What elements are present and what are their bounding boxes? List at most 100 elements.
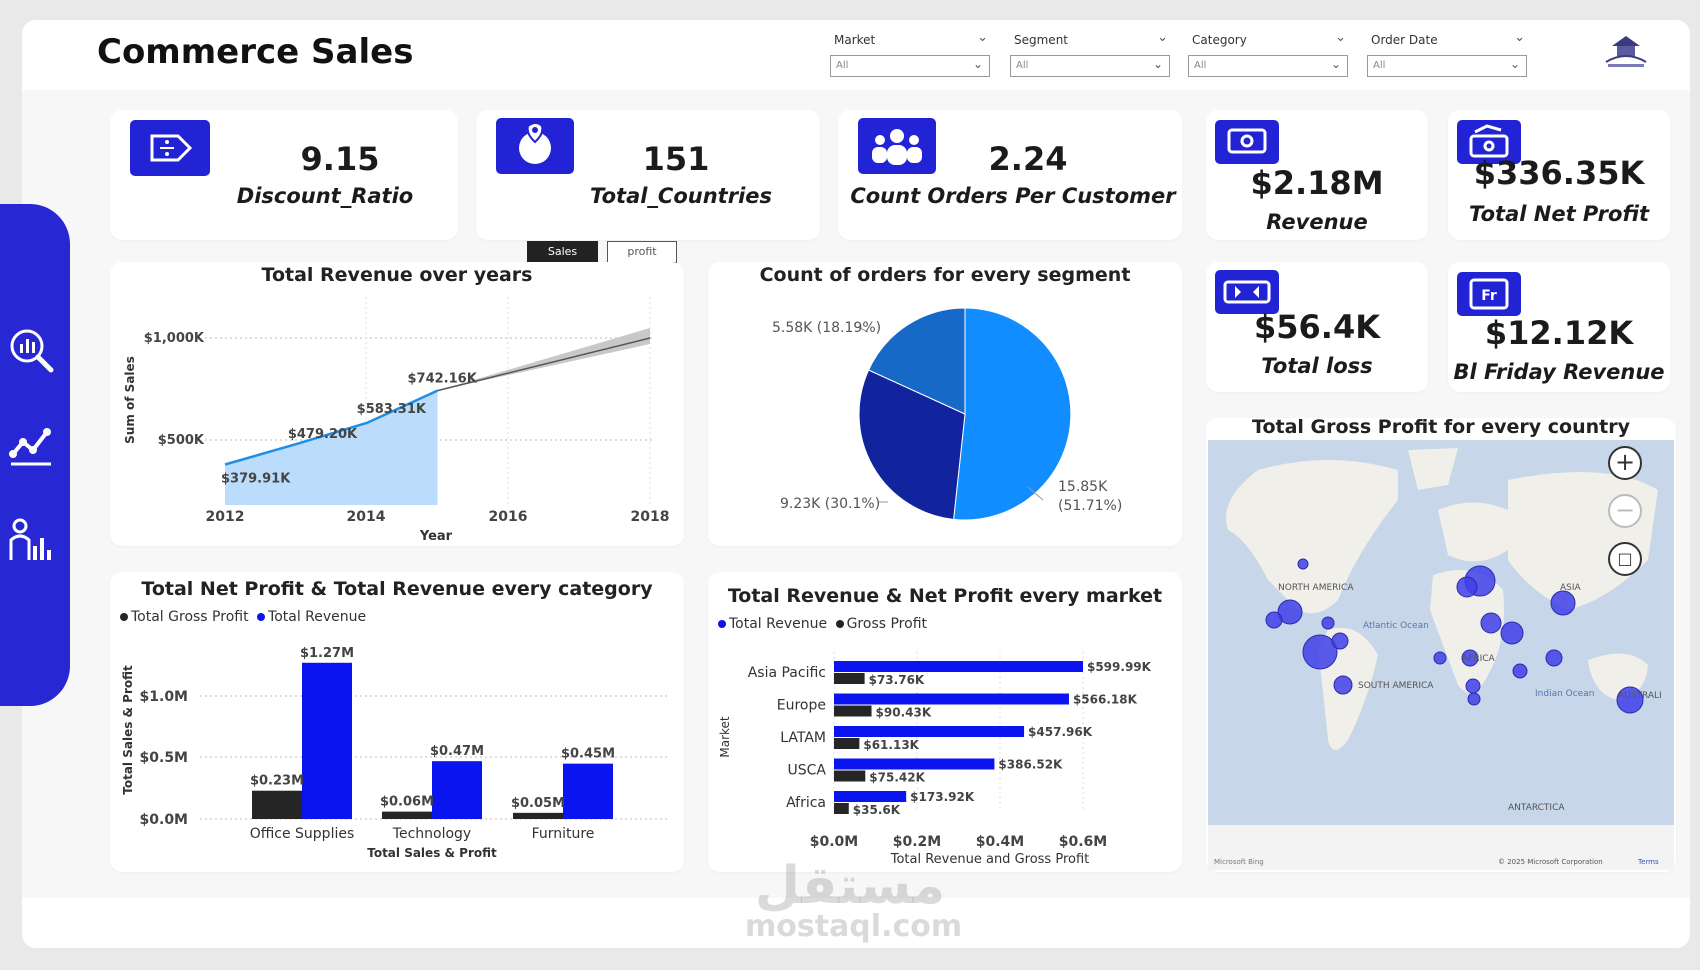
slicer-label: Order Date [1371,33,1438,47]
people-chart-icon[interactable] [5,516,57,568]
bar-profit[interactable] [252,790,302,819]
y-axis-title: Sum of Sales [123,356,137,444]
chart-title: Total Revenue over years [261,264,533,286]
bar-revenue[interactable] [834,726,1025,737]
order-date-slicer[interactable]: Order Date ⌄ All ⌄ [1367,30,1527,80]
bar-revenue[interactable] [302,662,352,819]
country-bubble[interactable] [1302,634,1338,670]
country-bubble[interactable] [1333,675,1353,695]
bar-profit[interactable] [834,803,849,814]
analytics-search-icon[interactable] [5,324,57,376]
pie-slice[interactable] [953,307,1072,521]
chevron-down-icon[interactable]: ⌄ [1330,57,1341,71]
bar-revenue[interactable] [432,761,482,819]
profit-toggle-button[interactable]: profit [607,241,677,263]
country-bubble[interactable] [1500,621,1524,645]
y-tick-label: $500K [158,433,205,448]
bar-revenue[interactable] [834,791,907,802]
chevron-down-icon[interactable]: ⌄ [1514,30,1525,45]
category-slicer[interactable]: Category ⌄ All ⌄ [1188,30,1348,80]
chevron-down-icon[interactable]: ⌄ [1152,57,1163,71]
bar-revenue[interactable] [834,661,1083,672]
kpi-label: Total loss [1261,354,1373,378]
discount-tag-icon [130,120,210,176]
country-bubble[interactable] [1433,651,1447,665]
map-region-label: ANTARCTICA [1508,803,1565,813]
country-bubble[interactable] [1545,649,1563,667]
orders-per-customer-card: 2.24 Count Orders Per Customer [838,110,1182,240]
total-countries-card: 151 Total_Countries [476,110,820,240]
category-bar-chart[interactable]: $0.23M $1.27M $0.06M $0.47M $0.05M $0.45M $1.… [110,572,684,872]
line-data-label: $583.31K [357,402,427,417]
country-bubble[interactable] [1461,649,1479,667]
franc-currency-icon: Fr [1457,272,1521,316]
legend-item-revenue[interactable]: Total Revenue [718,616,827,632]
segment-slicer[interactable]: Segment ⌄ All ⌄ [1010,30,1170,80]
bar-data-label: $0.45M [561,747,615,762]
country-bubble[interactable] [1465,678,1481,694]
country-bubble[interactable] [1456,576,1478,598]
zoom-in-button[interactable]: + [1608,446,1642,480]
legend-label: Gross Profit [846,616,927,632]
greenland-shape [1408,448,1458,490]
chevron-down-icon[interactable]: ⌄ [1157,30,1168,45]
market-bar-chart[interactable]: Asia Pacific $599.99K $73.76K Europe $566.18… [708,572,1182,872]
country-bubble[interactable] [1550,590,1576,616]
category-dropdown[interactable]: All ⌄ [1188,55,1348,77]
country-bubble[interactable] [1321,616,1335,630]
line-data-label: $742.16K [408,372,478,387]
segment-pie-chart[interactable]: 5.58K (18.19%) 9.23K (30.1%) 15.85K (51.… [708,262,1182,546]
chevron-down-icon[interactable]: ⌄ [1509,57,1520,71]
line-chart-icon[interactable] [5,420,57,472]
bar-data-label: $0.06M [380,795,434,810]
chevron-down-icon[interactable]: ⌄ [1335,30,1346,45]
company-logo [1605,36,1647,67]
legend-label: Total Revenue [268,609,367,625]
kpi-value: 151 [642,140,710,178]
country-bubble-map[interactable]: NORTH AMERICA ASIA Atlantic Ocean AFRICA… [1208,440,1674,870]
country-bubble[interactable] [1297,558,1309,570]
chevron-down-icon[interactable]: ⌄ [972,57,983,71]
pie-data-label: 5.58K (18.19%) [772,320,881,336]
bar-revenue[interactable] [834,758,995,770]
category-bar-chart-card [110,572,684,872]
bar-profit[interactable] [513,812,563,819]
country-bubble[interactable] [1265,611,1283,629]
map-region-label: NORTH AMERICA [1278,583,1354,593]
country-bubble[interactable] [1512,663,1528,679]
bar-profit[interactable] [834,770,866,782]
bar-profit[interactable] [834,705,872,717]
market-dropdown[interactable]: All ⌄ [830,55,990,77]
legend-item-revenue[interactable]: Total Revenue [257,609,366,625]
country-bubble[interactable] [1467,692,1481,706]
segment-dropdown[interactable]: All ⌄ [1010,55,1170,77]
zoom-out-button[interactable]: − [1608,494,1642,528]
legend-item-profit[interactable]: Gross Profit [835,616,927,632]
country-bubble[interactable] [1616,686,1644,714]
select-area-button[interactable]: □ [1608,542,1642,576]
slicer-value: All [1016,60,1029,71]
bar-revenue[interactable] [834,693,1069,705]
revenue-line-chart[interactable]: $379.91K $479.20K $583.31K $742.16K $1,000K… [110,262,684,546]
market-label: LATAM [780,730,826,746]
market-slicer[interactable]: Market ⌄ All ⌄ [830,30,990,80]
pie-slice[interactable] [867,307,966,415]
country-bubble[interactable] [1480,612,1502,634]
bar-profit[interactable] [382,811,432,819]
x-tick-label: 2016 [489,509,528,525]
chevron-down-icon[interactable]: ⌄ [977,30,988,45]
bar-revenue[interactable] [563,763,613,819]
country-bubble[interactable] [1331,632,1349,650]
map-terms-link[interactable]: Terms [1637,858,1659,866]
pie-slice[interactable] [858,369,966,520]
y-tick-label: $0.5M [140,750,188,766]
order-date-dropdown[interactable]: All ⌄ [1367,55,1527,77]
kpi-value: 2.24 [988,140,1068,178]
country-bubble[interactable] [1277,599,1303,625]
bar-profit[interactable] [834,673,865,684]
legend-item-profit[interactable]: Total Gross Profit [120,609,249,625]
pie-data-label: (51.71%) [1058,498,1122,514]
bar-profit[interactable] [834,738,860,749]
sales-toggle-button[interactable]: Sales [527,241,598,263]
revenue-line [224,389,439,466]
